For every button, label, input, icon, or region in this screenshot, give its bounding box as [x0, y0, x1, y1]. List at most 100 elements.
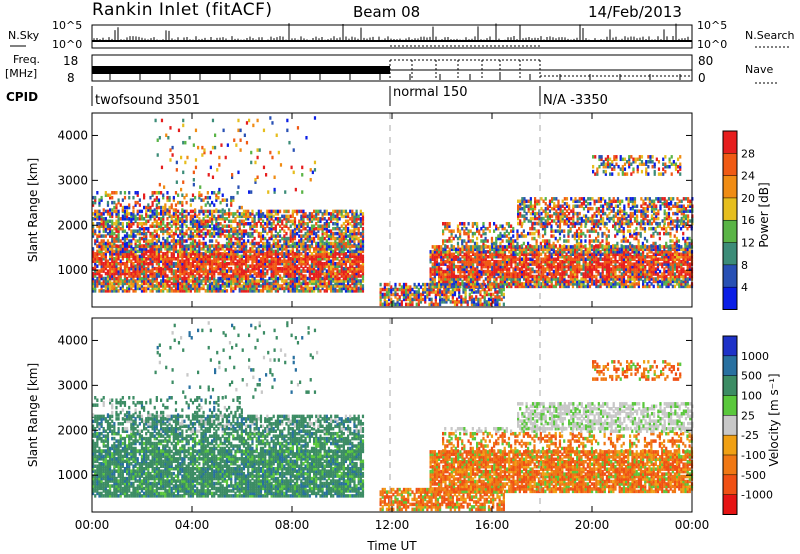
power-cell: [160, 205, 163, 210]
power-cell: [255, 229, 258, 233]
power-cell: [132, 217, 135, 221]
power-cell: [237, 170, 240, 175]
power-cell: [236, 244, 239, 248]
power-cell: [92, 247, 95, 251]
power-cell: [330, 217, 333, 221]
power-cell: [157, 200, 161, 205]
power-cell: [304, 274, 307, 278]
power-cell: [436, 290, 440, 294]
power-cell: [281, 279, 284, 283]
power-cell: [147, 241, 150, 246]
power-cell: [273, 190, 276, 194]
power-cell: [394, 287, 397, 292]
power-cell: [172, 271, 175, 276]
power-cell: [130, 254, 133, 259]
power-cell: [102, 219, 105, 224]
power-cell: [459, 269, 462, 274]
power-cell: [259, 234, 263, 238]
power-cell: [204, 209, 207, 214]
power-cell: [163, 185, 166, 189]
power-cell: [438, 279, 441, 284]
power-cell: [194, 286, 197, 291]
power-cell: [213, 247, 216, 251]
power-cell: [177, 281, 180, 286]
power-cell: [422, 297, 425, 302]
power-cell: [143, 259, 146, 263]
power-cell: [196, 261, 199, 266]
power-cell: [98, 281, 101, 286]
power-cell: [181, 239, 184, 243]
power-cell: [160, 266, 163, 271]
power-cell: [453, 282, 457, 287]
power-cell: [301, 165, 304, 170]
power-cell: [98, 234, 101, 238]
power-cell: [162, 226, 165, 231]
power-cell: [194, 195, 197, 200]
power-cell: [291, 289, 294, 293]
power-cell: [357, 244, 360, 249]
power-cell: [357, 221, 360, 226]
power-cell: [225, 234, 229, 238]
power-cell: [164, 269, 167, 273]
power-cell: [334, 289, 337, 293]
power-cell: [238, 289, 241, 293]
power-cell: [181, 279, 184, 283]
power-cell: [435, 250, 439, 254]
power-cell: [153, 219, 156, 224]
power-cell: [285, 247, 288, 251]
power-cell: [446, 255, 449, 259]
power-cell: [394, 292, 397, 297]
power-cell: [238, 247, 241, 251]
power-cell: [168, 198, 171, 202]
power-cell: [460, 302, 463, 307]
power-cell: [334, 217, 337, 221]
power-cell: [174, 191, 178, 195]
power-cell: [332, 276, 335, 281]
power-cell: [283, 214, 286, 219]
power-cell: [323, 236, 326, 241]
power-cell: [298, 224, 301, 228]
power-cell: [170, 244, 173, 249]
power-cell: [119, 249, 122, 254]
power-cell: [238, 224, 241, 228]
power-cell: [268, 254, 271, 259]
power-cell: [266, 259, 269, 263]
power-cell: [147, 208, 150, 212]
power-cell: [533, 274, 536, 279]
power-cell: [338, 229, 341, 233]
power-cell: [191, 269, 195, 273]
power-cell: [162, 195, 165, 200]
power-cell: [450, 269, 453, 274]
power-cell: [240, 247, 243, 251]
power-cell: [155, 203, 158, 207]
power-cell: [145, 279, 148, 283]
power-cell: [162, 286, 165, 291]
power-cell: [170, 203, 173, 207]
power-cell: [113, 286, 116, 291]
power-cell: [94, 264, 97, 268]
power-cell: [456, 287, 459, 292]
power-cell: [323, 224, 326, 228]
power-cell: [310, 254, 314, 259]
power-cell: [276, 217, 280, 221]
power-cell: [298, 254, 301, 259]
power-cell: [497, 245, 500, 249]
power-cell: [170, 254, 173, 259]
power-cell: [200, 259, 203, 263]
power-cell: [357, 264, 360, 268]
power-cell: [92, 276, 95, 281]
power-cell: [293, 229, 297, 233]
power-cell: [234, 249, 237, 254]
power-cell: [228, 266, 231, 271]
power-cell: [157, 191, 161, 195]
power-cell: [342, 249, 345, 254]
power-cell: [238, 257, 241, 261]
power-cell: [123, 212, 127, 216]
power-cell: [242, 234, 246, 238]
power-cell: [121, 247, 124, 251]
power-cell: [102, 264, 105, 268]
power-cell: [259, 276, 263, 281]
power-cell: [344, 231, 348, 236]
power-cell: [119, 281, 122, 286]
power-cell: [123, 261, 127, 266]
